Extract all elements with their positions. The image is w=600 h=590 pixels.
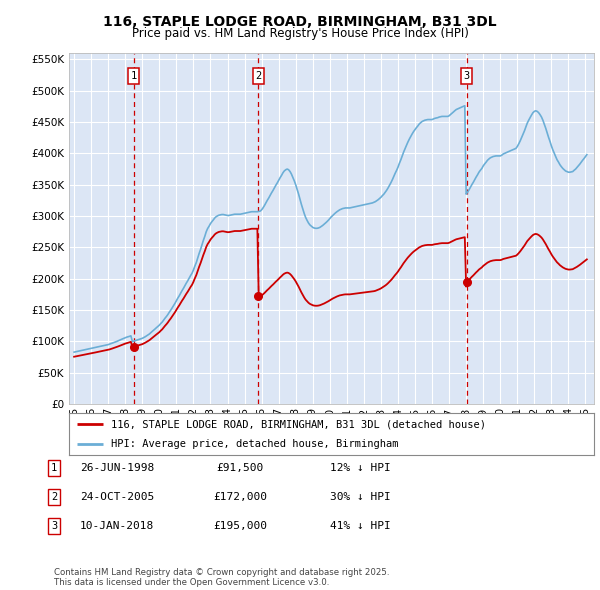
Text: 3: 3 bbox=[51, 522, 57, 531]
Text: 2: 2 bbox=[51, 493, 57, 502]
Text: Contains HM Land Registry data © Crown copyright and database right 2025.
This d: Contains HM Land Registry data © Crown c… bbox=[54, 568, 389, 587]
Text: 1: 1 bbox=[51, 463, 57, 473]
Text: 24-OCT-2005: 24-OCT-2005 bbox=[80, 493, 154, 502]
Text: £195,000: £195,000 bbox=[213, 522, 267, 531]
Text: HPI: Average price, detached house, Birmingham: HPI: Average price, detached house, Birm… bbox=[111, 439, 398, 449]
Text: 30% ↓ HPI: 30% ↓ HPI bbox=[329, 493, 391, 502]
Text: 26-JUN-1998: 26-JUN-1998 bbox=[80, 463, 154, 473]
Text: 3: 3 bbox=[464, 71, 470, 81]
Text: Price paid vs. HM Land Registry's House Price Index (HPI): Price paid vs. HM Land Registry's House … bbox=[131, 27, 469, 40]
Text: 116, STAPLE LODGE ROAD, BIRMINGHAM, B31 3DL: 116, STAPLE LODGE ROAD, BIRMINGHAM, B31 … bbox=[103, 15, 497, 29]
Text: 2: 2 bbox=[255, 71, 262, 81]
Text: £91,500: £91,500 bbox=[217, 463, 263, 473]
Text: 116, STAPLE LODGE ROAD, BIRMINGHAM, B31 3DL (detached house): 116, STAPLE LODGE ROAD, BIRMINGHAM, B31 … bbox=[111, 419, 486, 430]
Text: 10-JAN-2018: 10-JAN-2018 bbox=[80, 522, 154, 531]
Text: £172,000: £172,000 bbox=[213, 493, 267, 502]
Text: 1: 1 bbox=[130, 71, 137, 81]
Text: 12% ↓ HPI: 12% ↓ HPI bbox=[329, 463, 391, 473]
Text: 41% ↓ HPI: 41% ↓ HPI bbox=[329, 522, 391, 531]
